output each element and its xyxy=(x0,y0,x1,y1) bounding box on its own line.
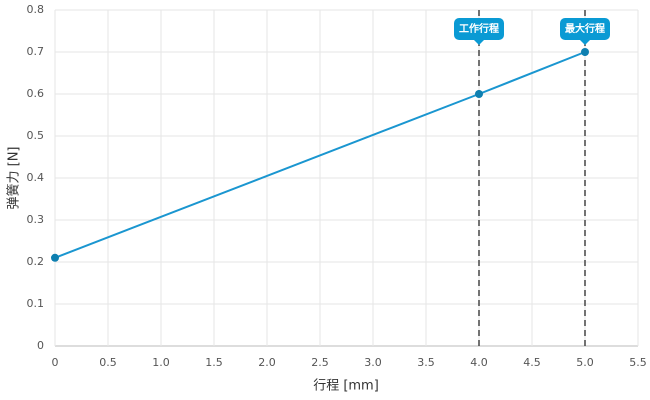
annotation-pointer xyxy=(474,40,484,45)
y-tick-label: 0.7 xyxy=(27,45,45,58)
data-point xyxy=(475,90,483,98)
annotation-label: 工作行程 xyxy=(459,22,499,35)
data-point xyxy=(51,253,59,262)
y-tick-label: 0.4 xyxy=(27,171,45,184)
x-axis-title: 行程 [mm] xyxy=(313,379,379,394)
x-tick-label: 4.0 xyxy=(470,356,488,369)
y-tick-label: 0.8 xyxy=(27,3,45,16)
y-tick-label: 0.1 xyxy=(27,297,45,310)
y-tick-label: 0.2 xyxy=(27,255,45,268)
data-point xyxy=(581,48,589,56)
x-tick-label: 3.0 xyxy=(364,356,382,369)
annotation-box xyxy=(560,18,610,40)
y-tick-label: 0.6 xyxy=(27,87,45,100)
x-tick-label: 0 xyxy=(52,356,59,369)
x-tick-label: 2.5 xyxy=(311,356,329,369)
y-axis-title: 弹簧力 [N] xyxy=(6,146,22,209)
x-tick-label: 5.5 xyxy=(629,356,647,369)
x-tick-label: 3.5 xyxy=(417,356,435,369)
x-tick-label: 1.0 xyxy=(152,356,170,369)
annotation-pointer xyxy=(580,40,590,45)
annotation-label: 最大行程 xyxy=(565,22,605,35)
annotation-box xyxy=(454,18,504,40)
x-tick-label: 1.5 xyxy=(205,356,223,369)
x-tick-label: 2.0 xyxy=(258,356,276,369)
y-tick-label: 0.5 xyxy=(27,129,45,142)
y-tick-label: 0 xyxy=(37,339,44,352)
x-tick-label: 0.5 xyxy=(99,356,117,369)
x-tick-label: 5.0 xyxy=(576,356,594,369)
x-tick-label: 4.5 xyxy=(523,356,541,369)
y-tick-label: 0.3 xyxy=(27,213,45,226)
